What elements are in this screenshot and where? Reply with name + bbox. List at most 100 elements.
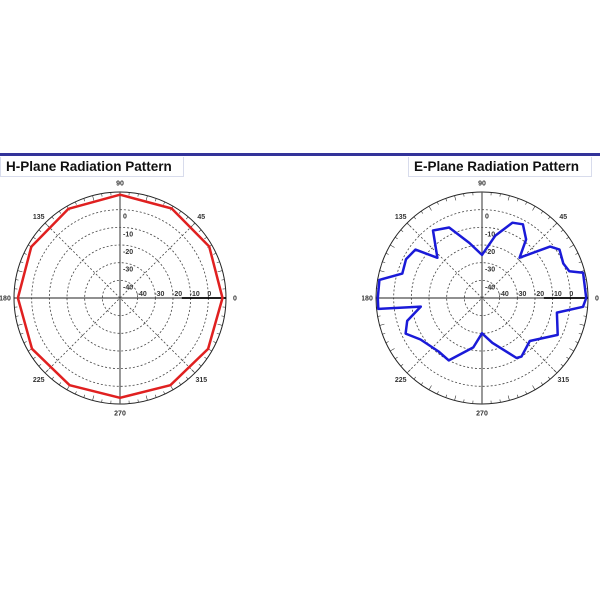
- outer-tick: [377, 315, 381, 317]
- radial-tick-label: -40: [499, 291, 509, 298]
- e-plane-title: E-Plane Radiation Pattern: [408, 157, 592, 177]
- outer-tick: [516, 394, 519, 398]
- outer-tick: [51, 216, 55, 220]
- angle-tick-label: 0: [233, 296, 237, 303]
- outer-tick: [185, 376, 189, 380]
- outer-tick: [575, 252, 579, 255]
- outer-tick: [436, 391, 439, 395]
- outer-tick: [394, 356, 398, 360]
- outer-tick: [137, 193, 139, 197]
- outer-tick: [578, 332, 582, 335]
- h-plane-polar-chart: 0 45 90 135 180 225 270 315 0 0 -10 -10 -20 -20 -30 -30…: [0, 181, 237, 418]
- angle-tick-label: 225: [395, 377, 407, 384]
- outer-tick: [58, 210, 62, 214]
- outer-tick: [445, 198, 448, 202]
- outer-tick: [428, 206, 432, 211]
- outer-tick: [379, 270, 385, 273]
- radial-tick-label: 0: [569, 291, 573, 298]
- radial-tick-label: -30: [485, 267, 495, 274]
- outer-tick: [32, 356, 36, 360]
- angle-tick-label: 90: [116, 181, 124, 188]
- outer-tick: [217, 270, 223, 273]
- outer-tick: [145, 395, 148, 401]
- angle-tick-label: 180: [0, 296, 11, 303]
- outer-tick: [507, 395, 510, 401]
- outer-tick: [507, 195, 510, 201]
- radial-tick-label: -10: [552, 291, 562, 298]
- outer-tick: [394, 236, 398, 240]
- outer-tick: [379, 323, 385, 326]
- outer-tick: [413, 216, 417, 220]
- radial-tick-label: 0: [123, 214, 127, 221]
- outer-tick: [560, 229, 564, 233]
- outer-tick: [221, 315, 225, 317]
- outer-tick: [382, 332, 386, 335]
- outer-tick: [163, 391, 166, 395]
- angle-tick-label: 135: [395, 214, 407, 221]
- grid-spoke: [44, 222, 196, 374]
- outer-tick: [145, 195, 148, 201]
- outer-tick: [154, 198, 157, 202]
- radial-tick-label: -40: [123, 284, 133, 291]
- radial-tick-label: -30: [123, 267, 133, 274]
- outer-tick: [23, 252, 27, 255]
- outer-tick: [20, 261, 24, 264]
- angle-tick-label: 135: [33, 214, 45, 221]
- outer-tick: [74, 201, 77, 205]
- outer-tick: [454, 395, 457, 401]
- outer-tick: [400, 363, 404, 367]
- outer-tick: [204, 236, 208, 240]
- outer-tick: [454, 195, 457, 201]
- outer-tick: [163, 201, 166, 205]
- outer-tick: [204, 356, 208, 360]
- radial-tick-label: 0: [485, 214, 489, 221]
- outer-tick: [213, 341, 217, 344]
- outer-tick: [101, 193, 103, 197]
- radial-tick-label: -10: [123, 231, 133, 238]
- outer-tick: [23, 341, 27, 344]
- outer-tick: [420, 210, 424, 214]
- angle-tick-label: 315: [195, 377, 207, 384]
- outer-tick: [178, 382, 182, 386]
- outer-tick: [400, 229, 404, 233]
- outer-tick: [499, 399, 501, 403]
- outer-tick: [51, 376, 55, 380]
- angle-tick-label: 315: [557, 377, 569, 384]
- outer-tick: [540, 210, 544, 214]
- outer-tick: [92, 395, 95, 401]
- outer-tick: [74, 391, 77, 395]
- angle-tick-label: 225: [33, 377, 45, 384]
- outer-tick: [583, 315, 587, 317]
- outer-tick: [463, 193, 465, 197]
- outer-tick: [83, 198, 86, 202]
- outer-tick: [436, 201, 439, 205]
- angle-tick-label: 270: [114, 411, 126, 418]
- outer-tick: [390, 348, 395, 352]
- outer-tick: [532, 385, 536, 390]
- outer-tick: [499, 193, 501, 197]
- outer-tick: [198, 229, 202, 233]
- outer-tick: [547, 216, 551, 220]
- outer-tick: [532, 206, 536, 211]
- outer-tick: [178, 210, 182, 214]
- outer-tick: [15, 315, 19, 317]
- outer-tick: [92, 195, 95, 201]
- outer-tick: [213, 252, 217, 255]
- outer-tick: [525, 391, 528, 395]
- radial-tick-label: 0: [207, 291, 211, 298]
- angle-tick-label: 270: [476, 411, 488, 418]
- radial-tick-label: -30: [516, 291, 526, 298]
- outer-tick: [579, 323, 585, 326]
- outer-tick: [154, 394, 157, 398]
- radial-tick-label: -20: [534, 291, 544, 298]
- outer-tick: [413, 376, 417, 380]
- outer-tick: [38, 229, 42, 233]
- angle-tick-label: 90: [478, 181, 486, 188]
- outer-tick: [385, 341, 389, 344]
- outer-tick: [547, 376, 551, 380]
- header-rule: [0, 153, 600, 156]
- outer-tick: [578, 261, 582, 264]
- radial-tick-label: -10: [485, 231, 495, 238]
- outer-tick: [216, 261, 220, 264]
- radial-tick-label: -10: [190, 291, 200, 298]
